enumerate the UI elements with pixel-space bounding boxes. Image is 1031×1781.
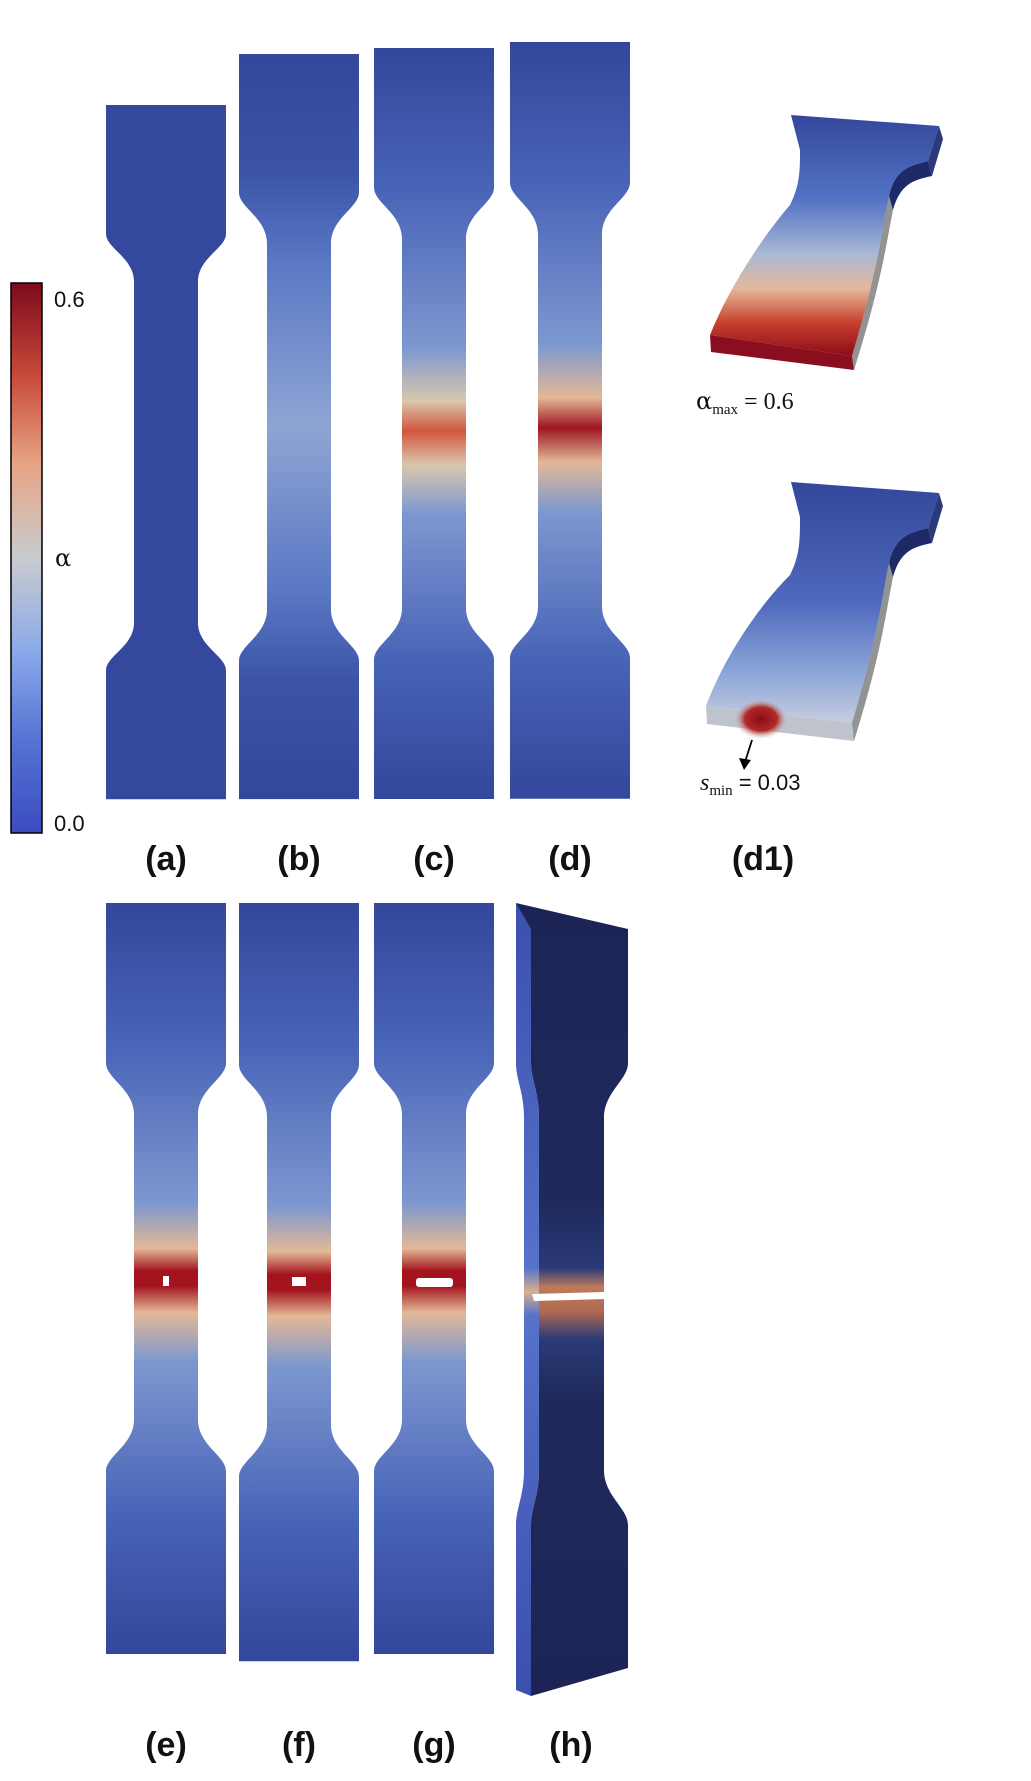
panel-label-b: (b) <box>277 840 320 878</box>
crack-opening <box>163 1276 169 1286</box>
panel-label-c: (c) <box>413 840 455 878</box>
colorbar: 0.6 α 0.0 <box>10 282 85 836</box>
specimen-d <box>510 42 630 799</box>
fracture-gap <box>532 1292 606 1301</box>
damage-spot <box>734 699 788 739</box>
specimen-e <box>106 903 226 1654</box>
crack-opening <box>292 1277 306 1286</box>
specimen-h <box>516 903 628 1696</box>
colorbar-max-label: 0.6 <box>54 287 85 312</box>
panel-label-d1: (d1) <box>732 840 794 878</box>
specimen-c <box>374 48 494 799</box>
panel-label-e: (e) <box>145 1726 187 1764</box>
alpha-max-annotation: αmax = 0.6 <box>696 387 794 418</box>
colorbar-variable-label: α <box>55 544 71 572</box>
s-min-arrow <box>744 739 753 763</box>
specimen-d1-alpha-view: αmax = 0.6 <box>696 115 943 418</box>
specimen-a <box>106 105 226 800</box>
panel-label-g: (g) <box>412 1726 455 1764</box>
s-min-annotation: smin = 0.03 <box>700 770 800 799</box>
specimen-d1-s-view: smin = 0.03 <box>700 482 943 799</box>
panel-labels: (a) (b) (c) (d) (d1) (e) (f) (g) (h) <box>145 840 794 1764</box>
fractured-side <box>516 903 539 1696</box>
panel-label-f: (f) <box>282 1726 316 1764</box>
colorbar-min-label: 0.0 <box>54 811 85 836</box>
colorbar-gradient <box>10 282 43 834</box>
specimen-b <box>239 54 359 800</box>
specimen-g <box>374 903 494 1654</box>
panel-label-d: (d) <box>548 840 591 878</box>
panel-label-a: (a) <box>145 840 187 878</box>
panel-label-h: (h) <box>549 1726 592 1764</box>
specimen-f <box>239 903 359 1662</box>
crack-opening <box>416 1278 453 1287</box>
